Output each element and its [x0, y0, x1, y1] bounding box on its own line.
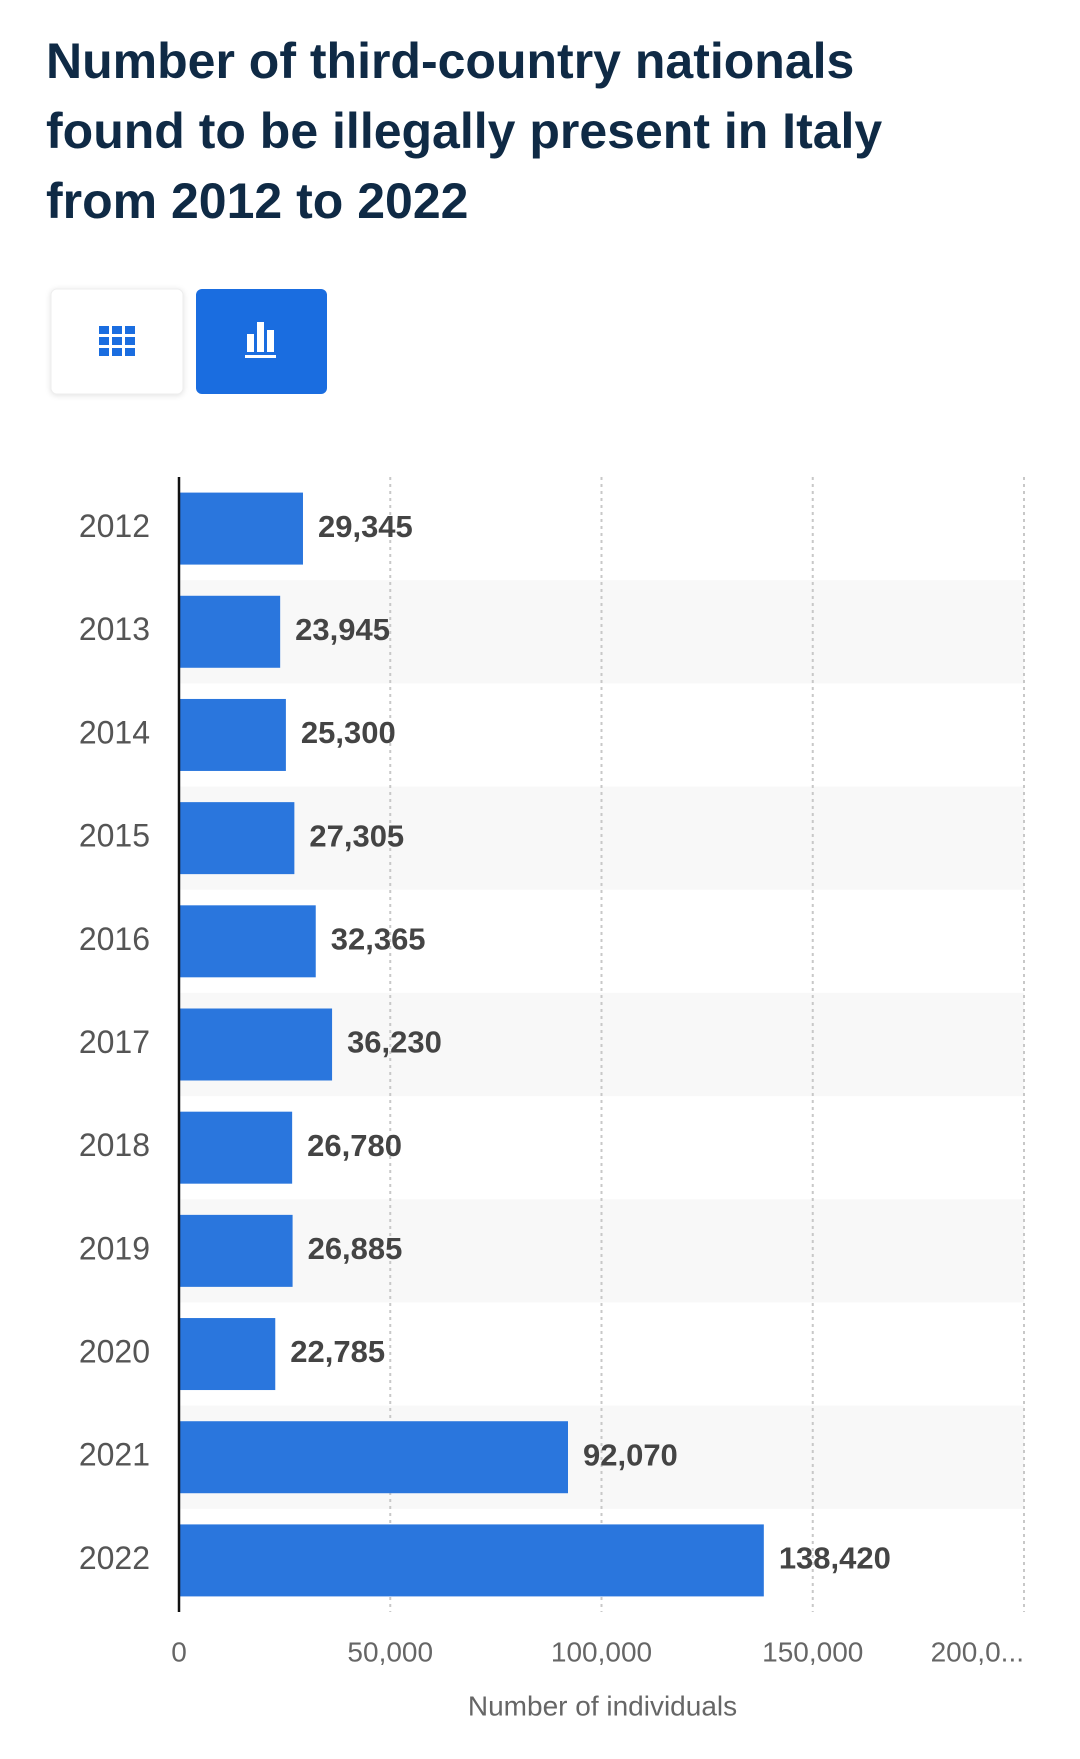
x-axis-label: Number of individuals — [468, 1690, 737, 1721]
bar — [179, 1214, 293, 1287]
value-label: 36,230 — [347, 1025, 442, 1060]
bar — [179, 1524, 764, 1597]
grid-icon — [99, 326, 135, 356]
y-tick-label: 2021 — [79, 1437, 150, 1473]
y-tick-label: 2019 — [79, 1230, 150, 1266]
value-label: 23,945 — [295, 612, 390, 647]
chart-title: found to be illegally present in Italy — [46, 103, 882, 159]
bar — [179, 905, 316, 978]
row-band — [179, 786, 1024, 890]
value-label: 138,420 — [779, 1541, 891, 1576]
y-tick-label: 2015 — [79, 818, 150, 854]
bar — [179, 802, 295, 875]
y-tick-label: 2012 — [79, 508, 150, 544]
x-tick-label: 50,000 — [347, 1636, 433, 1667]
row-band — [179, 1199, 1024, 1303]
bar — [179, 1008, 333, 1081]
value-label: 27,305 — [309, 818, 404, 853]
bar — [179, 698, 286, 771]
y-tick-label: 2022 — [79, 1540, 150, 1576]
value-label: 32,365 — [331, 922, 426, 957]
x-tick-label: 150,000 — [762, 1636, 863, 1667]
bar — [179, 1111, 293, 1184]
value-label: 92,070 — [583, 1437, 678, 1472]
chart-icon — [245, 322, 276, 358]
y-tick-label: 2013 — [79, 611, 150, 647]
x-tick-label: 100,000 — [551, 1636, 652, 1667]
x-tick-label: 200,0... — [931, 1636, 1024, 1667]
bar — [179, 492, 303, 565]
bar — [179, 1318, 276, 1391]
y-tick-label: 2020 — [79, 1333, 150, 1369]
bar — [179, 595, 281, 668]
value-label: 22,785 — [290, 1334, 385, 1369]
bar — [179, 1421, 568, 1494]
chart-title: from 2012 to 2022 — [46, 173, 468, 229]
x-tick-label: 0 — [171, 1636, 187, 1667]
value-label: 26,780 — [307, 1128, 402, 1163]
y-tick-label: 2016 — [79, 921, 150, 957]
chart-view-button[interactable] — [196, 289, 327, 394]
table-view-button[interactable] — [50, 288, 184, 395]
value-label: 25,300 — [301, 715, 396, 750]
value-label: 29,345 — [318, 509, 413, 544]
value-label: 26,885 — [308, 1231, 403, 1266]
chart-title: Number of third-country nationals — [46, 33, 854, 89]
y-tick-label: 2014 — [79, 714, 150, 750]
y-tick-label: 2018 — [79, 1127, 150, 1163]
y-tick-label: 2017 — [79, 1024, 150, 1060]
